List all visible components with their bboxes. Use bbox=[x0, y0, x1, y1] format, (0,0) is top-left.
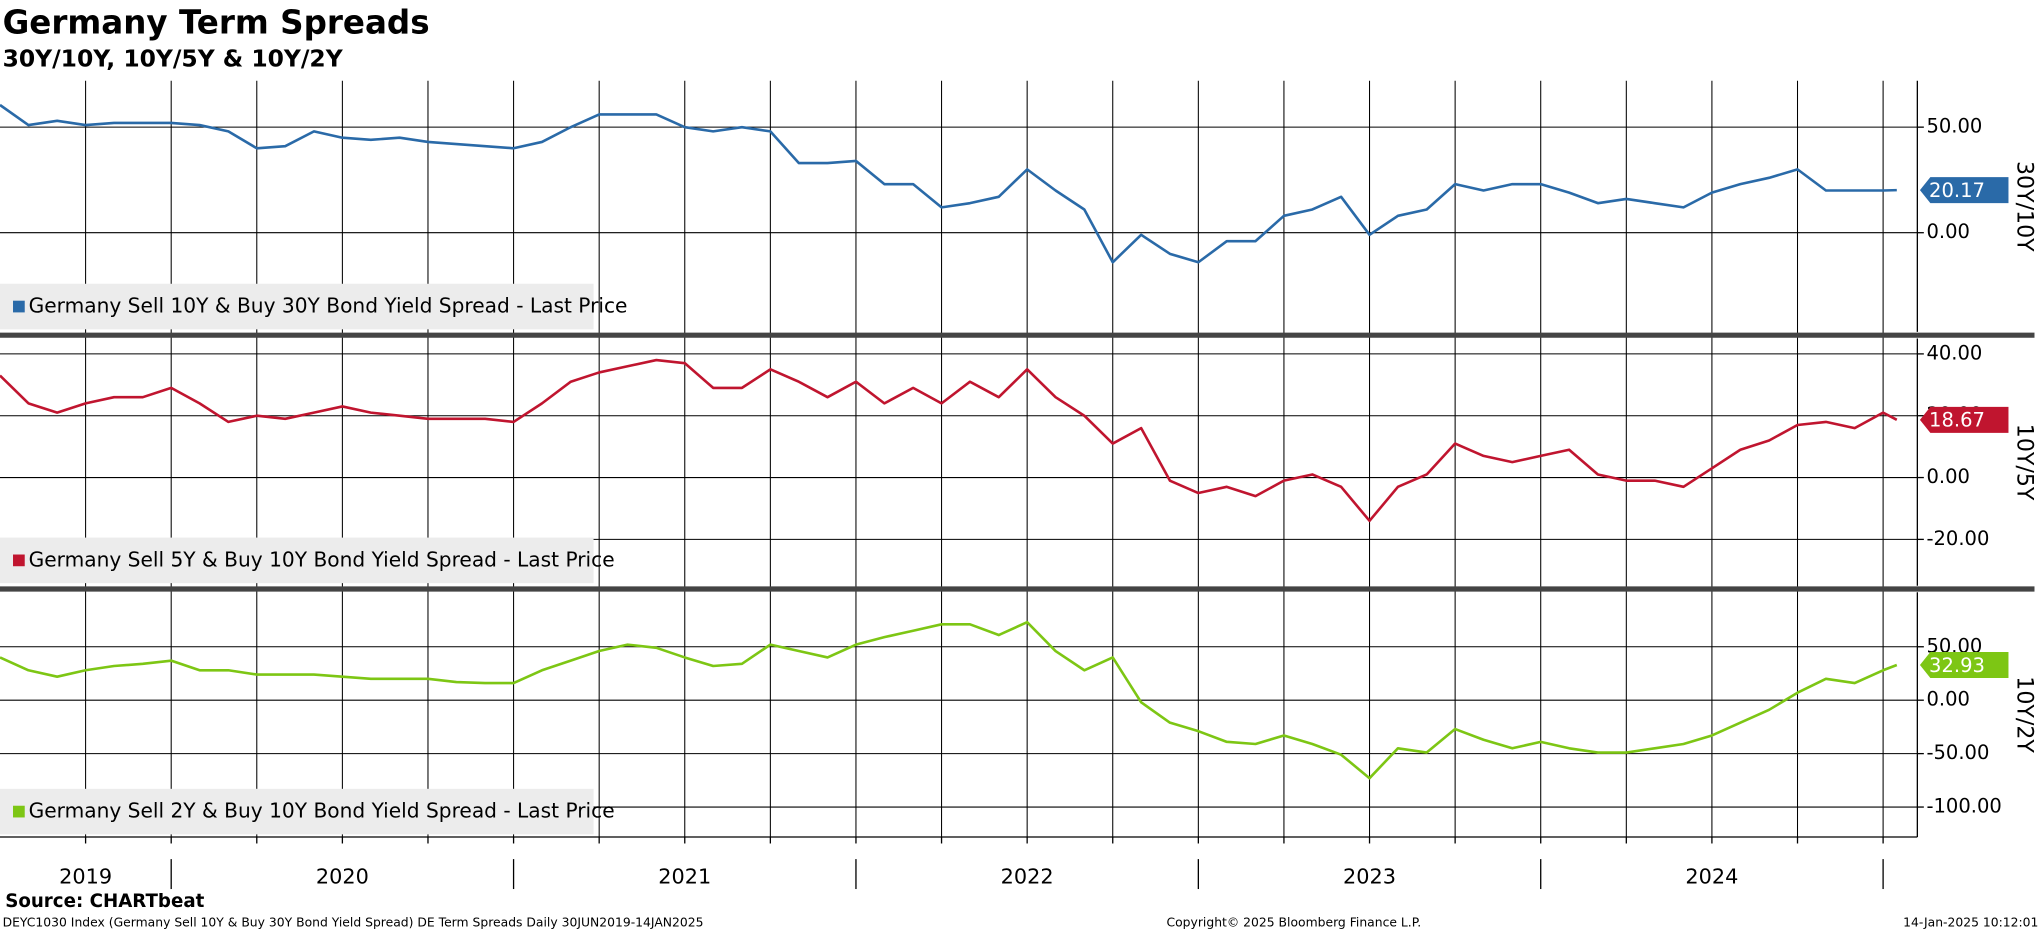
x-tick-label: 2022 bbox=[1001, 864, 1054, 888]
chart-subtitle: 30Y/10Y, 10Y/5Y & 10Y/2Y bbox=[3, 44, 344, 72]
y-axis-title: 30Y/10Y bbox=[2012, 161, 2038, 252]
x-tick-label: 2024 bbox=[1685, 864, 1738, 888]
x-tick-label: 2019 bbox=[59, 864, 112, 888]
chart-title: Germany Term Spreads bbox=[3, 4, 430, 42]
legend-box bbox=[0, 537, 594, 584]
legend-label: Germany Sell 10Y & Buy 30Y Bond Yield Sp… bbox=[29, 294, 628, 318]
x-tick-label: 2020 bbox=[316, 864, 369, 888]
legend-label: Germany Sell 5Y & Buy 10Y Bond Yield Spr… bbox=[29, 548, 615, 572]
y-tick-label: -100.00 bbox=[1926, 795, 2001, 818]
last-value-tag bbox=[1919, 177, 2009, 204]
y-tick-label: 50.00 bbox=[1926, 115, 1982, 138]
legend-swatch bbox=[13, 554, 25, 567]
y-tick-label: 40.00 bbox=[1926, 341, 1982, 364]
legend-swatch bbox=[13, 300, 25, 313]
footer-note: DEYC1030 Index (Germany Sell 10Y & Buy 3… bbox=[3, 915, 704, 929]
legend-box bbox=[0, 283, 594, 330]
y-tick-label: 50.00 bbox=[1926, 634, 1982, 657]
last-value-label: 18.67 bbox=[1929, 409, 1985, 432]
last-value-tag bbox=[1919, 406, 2009, 433]
y-tick-label: -50.00 bbox=[1926, 741, 1989, 764]
series-line bbox=[0, 358, 1898, 523]
y-tick-label: 0.00 bbox=[1926, 220, 1969, 243]
last-value-label: 20.17 bbox=[1929, 179, 1985, 202]
legend-label: Germany Sell 2Y & Buy 10Y Bond Yield Spr… bbox=[29, 799, 615, 823]
legend-swatch bbox=[13, 805, 25, 818]
y-axis-title: 10Y/2Y bbox=[2012, 676, 2038, 753]
y-tick-label: 0.00 bbox=[1926, 465, 1969, 488]
x-tick-label: 2023 bbox=[1343, 864, 1396, 888]
source: Source: CHARTbeat bbox=[5, 891, 204, 912]
y-tick-label: 0.00 bbox=[1926, 688, 1969, 711]
legend-box bbox=[0, 788, 594, 835]
y-tick-label: -20.00 bbox=[1926, 527, 1989, 550]
last-value-tag bbox=[1919, 651, 2009, 679]
last-value-label: 32.93 bbox=[1929, 654, 1985, 677]
timestamp: 14-Jan-2025 10:12:01 bbox=[1903, 915, 2038, 929]
y-axis-title: 10Y/5Y bbox=[2012, 424, 2038, 501]
series-line bbox=[0, 620, 1898, 780]
series-line bbox=[0, 103, 1897, 264]
x-tick-label: 2021 bbox=[658, 864, 711, 888]
copyright: Copyright© 2025 Bloomberg Finance L.P. bbox=[1166, 915, 1421, 929]
